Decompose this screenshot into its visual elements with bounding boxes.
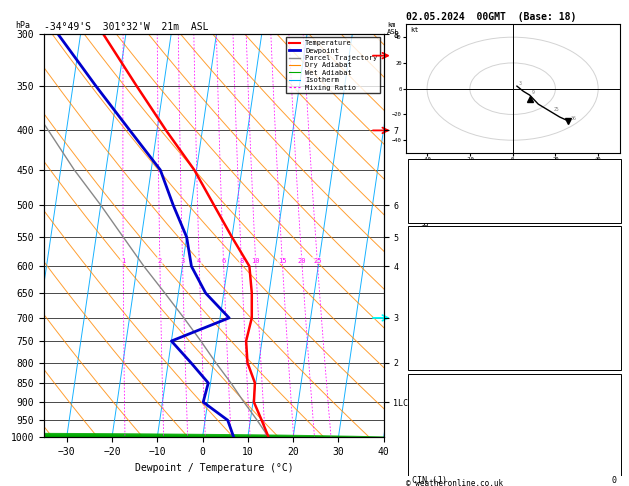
Text: 0: 0 [611, 348, 616, 358]
Text: Surface: Surface [497, 227, 532, 236]
Text: 9: 9 [532, 90, 535, 95]
FancyBboxPatch shape [408, 374, 621, 486]
Text: 10: 10 [252, 258, 260, 263]
Text: kt: kt [410, 27, 418, 33]
Text: 309: 309 [601, 416, 616, 425]
Text: © weatheronline.co.uk: © weatheronline.co.uk [406, 480, 503, 486]
Text: 8: 8 [239, 258, 243, 263]
Text: 2: 2 [158, 258, 162, 263]
X-axis label: Dewpoint / Temperature (°C): Dewpoint / Temperature (°C) [135, 463, 293, 473]
Text: 14.6: 14.6 [596, 247, 616, 257]
Text: 750: 750 [601, 396, 616, 404]
Text: 4: 4 [197, 258, 201, 263]
Text: K: K [412, 160, 417, 169]
Text: hPa: hPa [15, 21, 30, 30]
Text: 9: 9 [611, 436, 616, 445]
Text: km
ASL: km ASL [387, 22, 399, 35]
Text: 20: 20 [298, 258, 306, 263]
Text: 12: 12 [606, 160, 616, 169]
Text: CIN (J): CIN (J) [412, 476, 447, 486]
Text: 0: 0 [611, 456, 616, 465]
Text: CAPE (J): CAPE (J) [412, 456, 452, 465]
Text: 02.05.2024  00GMT  (Base: 18): 02.05.2024 00GMT (Base: 18) [406, 12, 576, 22]
Text: Most Unstable: Most Unstable [482, 375, 547, 384]
Text: 36: 36 [571, 116, 576, 121]
Text: 25: 25 [313, 258, 321, 263]
Text: CAPE (J): CAPE (J) [412, 329, 452, 337]
Text: Temp (°C): Temp (°C) [412, 247, 457, 257]
Text: 1.62: 1.62 [596, 201, 616, 210]
Y-axis label: Mixing Ratio  (g/kg): Mixing Ratio (g/kg) [418, 186, 427, 286]
Text: -34°49'S  301°32'W  21m  ASL: -34°49'S 301°32'W 21m ASL [44, 22, 209, 32]
Text: θᵉ(K): θᵉ(K) [412, 288, 437, 297]
FancyBboxPatch shape [408, 226, 621, 370]
Text: CIN (J): CIN (J) [412, 348, 447, 358]
Text: 0: 0 [611, 476, 616, 486]
Text: 6: 6 [221, 258, 226, 263]
Text: Totals Totals: Totals Totals [412, 180, 477, 190]
Text: 3: 3 [519, 81, 522, 86]
Legend: Temperature, Dewpoint, Parcel Trajectory, Dry Adiabat, Wet Adiabat, Isotherm, Mi: Temperature, Dewpoint, Parcel Trajectory… [286, 37, 380, 93]
Text: 1: 1 [121, 258, 125, 263]
Text: Pressure (mb): Pressure (mb) [412, 396, 477, 404]
Text: 6.9: 6.9 [601, 268, 616, 277]
Text: 0: 0 [611, 329, 616, 337]
Text: 34: 34 [606, 180, 616, 190]
Text: θᵉ (K): θᵉ (K) [412, 416, 442, 425]
Text: 13: 13 [606, 308, 616, 317]
Text: Lifted Index: Lifted Index [412, 308, 472, 317]
Text: 15: 15 [278, 258, 286, 263]
Text: PW (cm): PW (cm) [412, 201, 447, 210]
Text: Dewp (°C): Dewp (°C) [412, 268, 457, 277]
Text: 304: 304 [601, 288, 616, 297]
Text: 25: 25 [554, 106, 559, 112]
Text: 3: 3 [181, 258, 184, 263]
Text: Lifted Index: Lifted Index [412, 436, 472, 445]
FancyBboxPatch shape [408, 159, 621, 223]
